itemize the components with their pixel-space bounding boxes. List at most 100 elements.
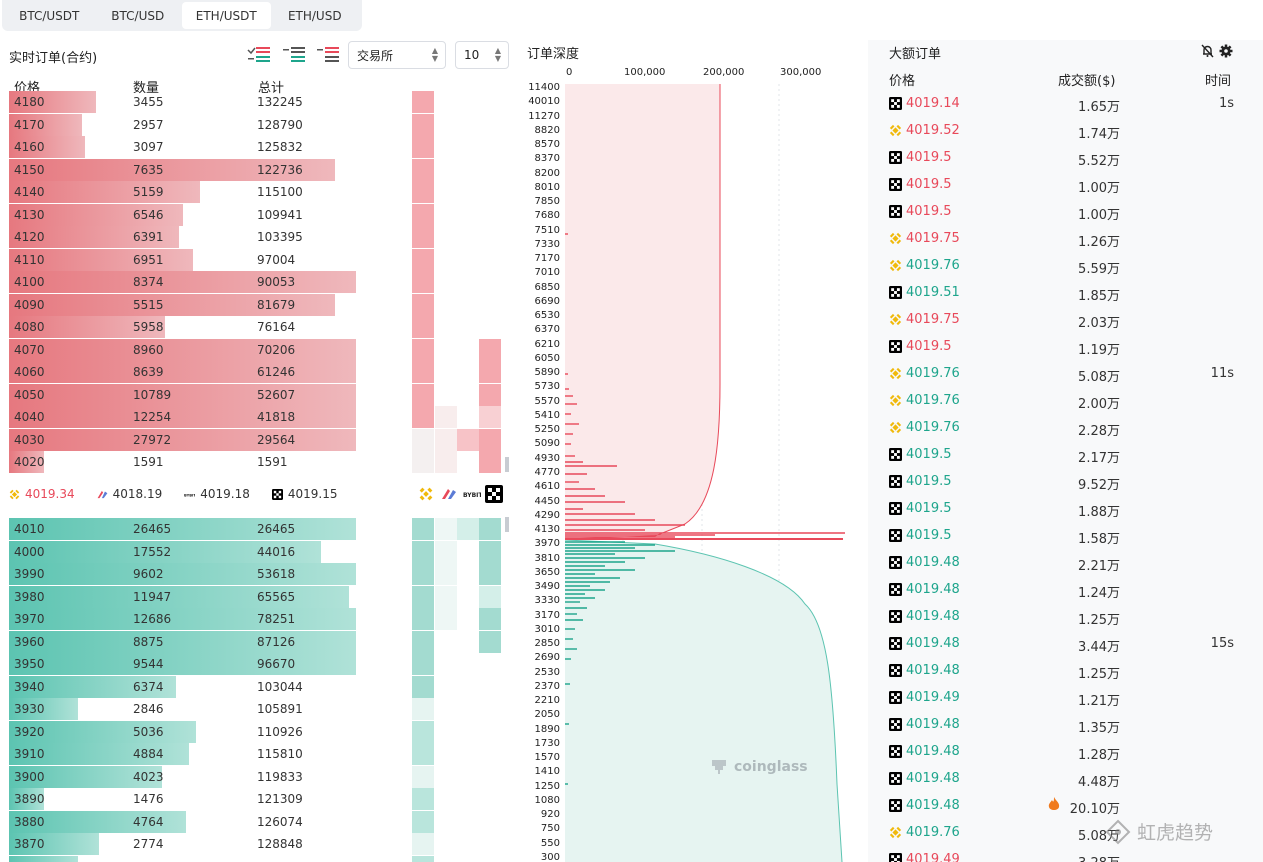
large-order-row[interactable]: 4019.5 1.00万	[889, 171, 1234, 198]
ask-row[interactable]: 4180 3455 132245	[9, 91, 356, 113]
ask-row[interactable]: 4150 7635 122736	[9, 158, 356, 181]
large-order-amount: 5.52万	[1078, 154, 1120, 169]
y-tick: 8370	[534, 153, 560, 165]
ask-row[interactable]: 4050 10789 52607	[9, 383, 356, 406]
bid-row[interactable]: 3970 12686 78251	[9, 608, 356, 630]
show-both-sides-icon[interactable]	[247, 46, 271, 64]
bid-row[interactable]: 3860 3102 131950	[9, 855, 356, 862]
col-qty: 数量	[133, 81, 160, 96]
bybit-icon[interactable]: BYBIT	[463, 485, 481, 503]
large-order-row[interactable]: 4019.76 2.28万	[889, 414, 1234, 441]
bid-row[interactable]: 3930 2846 105891	[9, 698, 356, 720]
bid-row[interactable]: 3880 4764 126074	[9, 810, 356, 833]
large-order-row[interactable]: 4019.5 1.19万	[889, 333, 1234, 360]
ask-row[interactable]: 4110 6951 97004	[9, 248, 356, 271]
y-tick: 6850	[534, 281, 560, 293]
bid-row[interactable]: 3980 11947 65565	[9, 585, 356, 608]
large-order-row[interactable]: 4019.5 5.52万	[889, 144, 1234, 171]
scrollbar-thumb[interactable]	[505, 517, 509, 532]
large-order-row[interactable]: 4019.5 1.58万	[889, 522, 1234, 549]
depth-bar	[9, 630, 356, 653]
total: 122736	[257, 162, 303, 177]
y-tick: 550	[540, 837, 560, 849]
binance-icon[interactable]	[417, 485, 435, 503]
ask-row[interactable]: 4040 12254 41818	[9, 406, 356, 428]
large-order-row[interactable]: 4019.75 2.03万	[889, 306, 1234, 333]
large-order-row[interactable]: 4019.51 1.85万	[889, 279, 1234, 306]
large-order-row[interactable]: 4019.5 9.52万	[889, 468, 1234, 495]
bid-row[interactable]: 3940 6374 103044	[9, 675, 356, 698]
bid-row[interactable]: 3950 9544 96670	[9, 653, 356, 675]
ask-row[interactable]: 4100 8374 90053	[9, 271, 356, 293]
ask-row[interactable]: 4120 6391 103395	[9, 226, 356, 248]
bid-row[interactable]: 4010 26465 26465	[9, 518, 356, 540]
large-order-row[interactable]: 4019.48 4.48万	[889, 765, 1234, 792]
heat-cell	[435, 608, 457, 630]
large-order-row[interactable]: 4019.48 2.21万	[889, 549, 1234, 576]
bid-row[interactable]: 4000 17552 44016	[9, 540, 356, 563]
tab-btc-usdt[interactable]: BTC/USDT	[19, 8, 80, 23]
large-order-row[interactable]: 4019.48 20.10万	[889, 792, 1234, 819]
large-order-row[interactable]: 4019.48 1.28万	[889, 738, 1234, 765]
ask-row[interactable]: 4060 8639 61246	[9, 361, 356, 383]
ask-row[interactable]: 4170 2957 128790	[9, 113, 356, 136]
exchange-select[interactable]: 交易所 ▲ ▼	[348, 41, 446, 69]
gear-icon[interactable]	[1219, 44, 1233, 58]
large-order-row[interactable]: 4019.48 3.44万 15s	[889, 630, 1234, 657]
tab-btc-usd[interactable]: BTC/USD	[111, 8, 165, 23]
bid-row[interactable]: 3960 8875 87126	[9, 630, 356, 653]
bid-row[interactable]: 3910 4884 115810	[9, 743, 356, 765]
large-order-row[interactable]: 4019.49 3.28万	[889, 846, 1234, 862]
large-order-row[interactable]: 4019.49 1.21万	[889, 684, 1234, 711]
price: 4110	[14, 252, 45, 267]
large-order-row[interactable]: 4019.48 1.25万	[889, 657, 1234, 684]
large-order-row[interactable]: 4019.14 1.65万 1s	[889, 90, 1234, 117]
okx-icon[interactable]	[485, 485, 503, 503]
ask-row[interactable]: 4090 5515 81679	[9, 293, 356, 316]
ask-row[interactable]: 4070 8960 70206	[9, 338, 356, 361]
scrollbar-thumb[interactable]	[505, 457, 509, 472]
ask-row[interactable]: 4080 5958 76164	[9, 316, 356, 338]
large-order-price: 4019.48	[906, 636, 960, 651]
depth-select[interactable]: 10 ▲ ▼	[455, 41, 509, 69]
binance-icon	[889, 826, 902, 839]
price: 4160	[14, 140, 45, 154]
total: 26465	[257, 522, 296, 536]
bell-off-icon[interactable]	[1201, 44, 1214, 58]
large-order-row[interactable]: 4019.48 1.24万	[889, 576, 1234, 603]
tab-eth-usdt[interactable]: ETH/USDT	[182, 2, 271, 29]
ask-row[interactable]: 4030 27972 29564	[9, 428, 356, 451]
large-order-row[interactable]: 4019.48 1.35万	[889, 711, 1234, 738]
large-order-row[interactable]: 4019.76 5.08万 11s	[889, 360, 1234, 387]
bid-row[interactable]: 3920 5036 110926	[9, 720, 356, 743]
heat-cell	[412, 316, 434, 338]
large-order-row[interactable]: 4019.5 1.88万	[889, 495, 1234, 522]
large-order-row[interactable]: 4019.5 1.00万	[889, 198, 1234, 225]
quantity: 9602	[133, 567, 164, 581]
ask-row[interactable]: 4140 5159 115100	[9, 181, 356, 203]
large-order-row[interactable]: 4019.76 5.08万	[889, 819, 1234, 846]
large-order-row[interactable]: 4019.76 5.59万	[889, 252, 1234, 279]
bitmex-icon[interactable]	[440, 485, 458, 503]
bid-row[interactable]: 3870 2774 128848	[9, 833, 356, 855]
bid-row[interactable]: 3890 1476 121309	[9, 788, 356, 810]
ask-row[interactable]: 4130 6546 109941	[9, 203, 356, 226]
ask-row[interactable]: 4160 3097 125832	[9, 136, 356, 158]
show-bids-only-icon[interactable]	[282, 46, 306, 64]
large-order-row[interactable]: 4019.75 1.26万	[889, 225, 1234, 252]
depth-bar	[9, 810, 186, 833]
total: 29564	[257, 432, 296, 447]
large-order-row[interactable]: 4019.48 1.25万	[889, 603, 1234, 630]
large-order-amount: 2.03万	[1078, 316, 1120, 331]
show-asks-only-icon[interactable]	[316, 46, 340, 64]
tab-eth-usd[interactable]: ETH/USD	[287, 8, 342, 23]
heat-cell	[435, 585, 457, 608]
large-order-row[interactable]: 4019.76 2.00万	[889, 387, 1234, 414]
y-tick: 7850	[534, 196, 560, 208]
large-order-amount: 2.00万	[1078, 397, 1120, 412]
bid-row[interactable]: 3990 9602 53618	[9, 563, 356, 585]
large-order-row[interactable]: 4019.5 2.17万	[889, 441, 1234, 468]
bid-row[interactable]: 3900 4023 119833	[9, 765, 356, 788]
ask-row[interactable]: 4020 1591 1591	[9, 451, 356, 473]
large-order-row[interactable]: 4019.52 1.74万	[889, 117, 1234, 144]
